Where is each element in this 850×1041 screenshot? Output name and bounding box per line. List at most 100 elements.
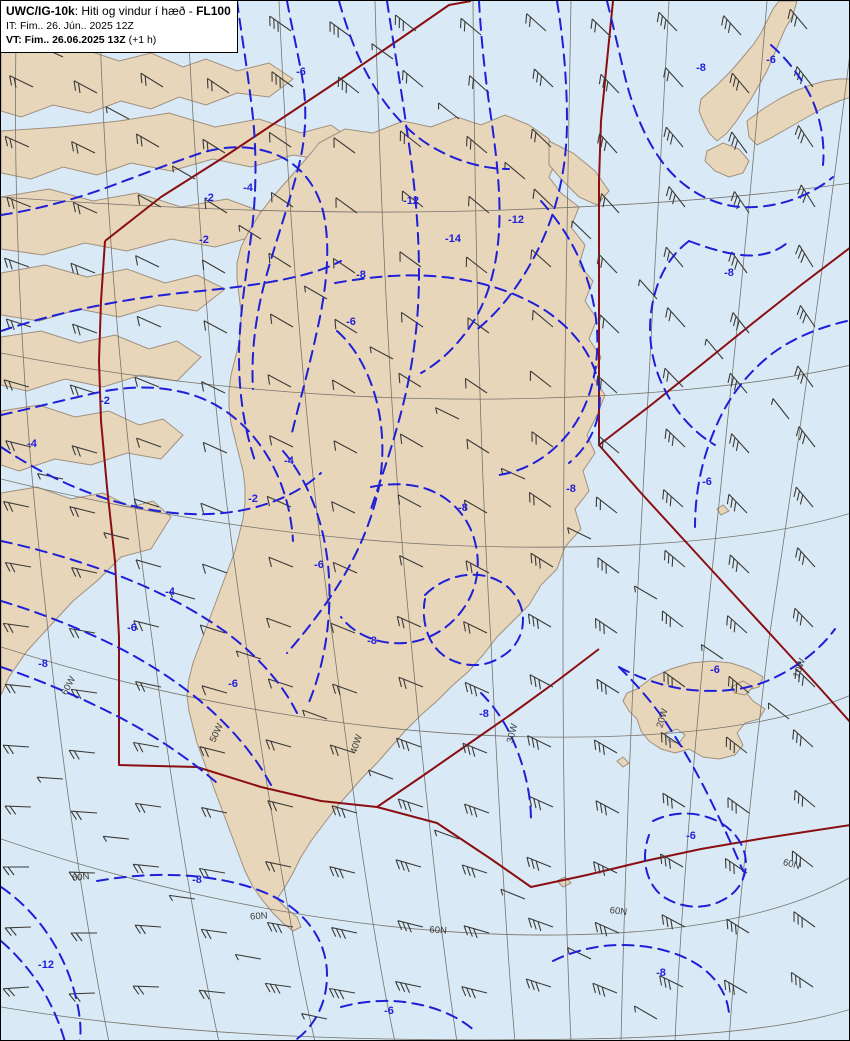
latitude-70n	[1, 478, 849, 548]
isotherm-minus6-svalbard	[606, 1, 834, 209]
isotherm-label: -6	[766, 54, 776, 66]
isotherm-minus8-sw	[1, 666, 218, 784]
valid-time-value: Fim.. 26.06.2025 13Z	[24, 33, 126, 46]
isotherm-label: -4	[165, 586, 176, 598]
land-svalbard-east	[746, 78, 849, 146]
isotherm-label: -2	[248, 493, 258, 505]
isotherm-label: -12	[508, 214, 524, 226]
isotherm-label: -12	[403, 195, 419, 207]
isotherm-minus12-right	[498, 200, 599, 476]
product-code: UWC/IG-10k	[6, 4, 75, 18]
graticule-label: 60N	[782, 857, 802, 872]
isotherm-label: -6	[710, 664, 720, 676]
isotherm-minus8-greenland-coastE	[480, 692, 532, 822]
isotherm-minus2-nw	[1, 146, 329, 438]
isotherm-minus6-sw	[1, 600, 272, 786]
isotherm-minus8-small-loop	[422, 573, 524, 667]
isotherm-minus4-west	[1, 446, 322, 516]
product-description: Hiti og vindur í hæð -	[81, 4, 197, 18]
isotherm-minus12-sw2	[1, 940, 66, 1040]
isotherm-label: -4	[243, 182, 254, 194]
meridian-10e	[728, 57, 849, 1040]
fir-boundary-south	[196, 766, 849, 888]
land-baffin-south	[1, 404, 184, 472]
isotherm-label: -6	[384, 1005, 394, 1017]
isotherm-minus12-loop	[420, 1, 501, 374]
land-greenland	[186, 114, 606, 932]
graticule-label: 30W	[505, 723, 520, 745]
issue-time-value: Fim.. 26. Jún.. 2025 12Z	[20, 19, 134, 32]
issue-time-label: IT:	[6, 19, 21, 32]
land-baffin-north	[1, 264, 226, 322]
isotherm-label: -4	[27, 438, 38, 450]
isotherm-label: -8	[192, 874, 202, 886]
isotherm-label: -6	[346, 316, 356, 328]
land-canadian-arctic	[1, 44, 294, 118]
isotherm-minus8-right-curve	[649, 240, 716, 446]
isotherm-minus6-west	[1, 540, 298, 714]
fir-boundary-east-diag	[598, 247, 849, 446]
land-svalbard-south	[704, 142, 750, 178]
fir-boundary-nuuk-west	[98, 240, 198, 768]
isotherm-label: -14	[445, 233, 462, 245]
latitude-60n	[1, 838, 849, 936]
isotherm-label: -8	[38, 658, 48, 670]
latitude-80n	[1, 182, 849, 213]
fir-boundary-south-link	[376, 648, 600, 808]
isotherm-minus6-bottom	[340, 999, 476, 1032]
meridian-0	[674, 1, 768, 1040]
isotherm-label: -4	[284, 455, 295, 467]
meridian-60w	[186, 1, 315, 1040]
landmass-layer	[1, 1, 849, 932]
valid-time-line: VT: Fim.. 26.06.2025 13Z (+1 h)	[6, 34, 231, 48]
valid-time-offset: (+1 h)	[125, 33, 157, 46]
isotherm-label: -8	[367, 635, 377, 647]
isotherm-label: -2	[100, 395, 110, 407]
isotherm-label: -6	[228, 678, 238, 690]
graticule-label: 60N	[609, 905, 628, 918]
product-separator: :	[74, 4, 82, 18]
isotherm-minus8-main	[334, 274, 601, 464]
land-baffin-mid	[1, 330, 202, 392]
meridian-40w	[374, 1, 458, 1040]
isotherm-minus12-sw	[1, 886, 82, 1040]
isotherm-minus6-icelandS	[618, 666, 744, 872]
meridian-30w	[472, 1, 516, 1040]
legend-title-line: UWC/IG-10k: Hiti og vindur í hæð - FL100	[6, 4, 231, 20]
isotherm-minus6-right	[694, 320, 848, 528]
isotherm-label: -6	[702, 476, 712, 488]
meridian-20w	[562, 1, 572, 1040]
isotherm-label: -8	[479, 708, 489, 720]
isotherm-label: -8	[696, 62, 706, 74]
issue-time-line: IT: Fim.. 26. Jún.. 2025 12Z	[6, 20, 231, 34]
land-svalbard-spitsbergen	[698, 1, 798, 142]
isotherm-minus8-far-ne	[338, 1, 510, 170]
isotherm-label: -8	[724, 267, 734, 279]
isotherm-minus4-left	[1, 386, 294, 542]
isotherm-minus6-mid	[286, 330, 384, 654]
isotherm-label: -2	[199, 234, 209, 246]
isotherm-minus8-nescatter	[688, 240, 788, 257]
isotherm-label: -8	[656, 967, 666, 979]
valid-time-label: VT:	[6, 33, 25, 46]
isotherm-extra-ne-edge	[770, 44, 825, 166]
isotherm-minus2-upper	[1, 260, 342, 332]
isotherm-label: -6	[686, 830, 696, 842]
meridian-80w	[15, 1, 110, 1040]
isotherm-minus8-southtip	[96, 873, 329, 1040]
isotherm-minus14-arc	[474, 1, 569, 332]
isotherm-label: -6	[296, 66, 306, 78]
isotherm-label: -6	[127, 622, 137, 634]
isotherm-minus8-central	[282, 450, 331, 708]
isotherm-label: -8	[356, 269, 366, 281]
graticule-label: 60N	[71, 871, 90, 884]
isotherm-minus6-topleft	[251, 1, 307, 390]
land-greenland-ne-coast	[548, 140, 610, 206]
isotherm-minus4-top	[236, 1, 257, 462]
fir-boundary-north	[104, 1, 472, 242]
meridian-70w	[98, 1, 219, 1040]
isotherm-label: -2	[204, 192, 214, 204]
